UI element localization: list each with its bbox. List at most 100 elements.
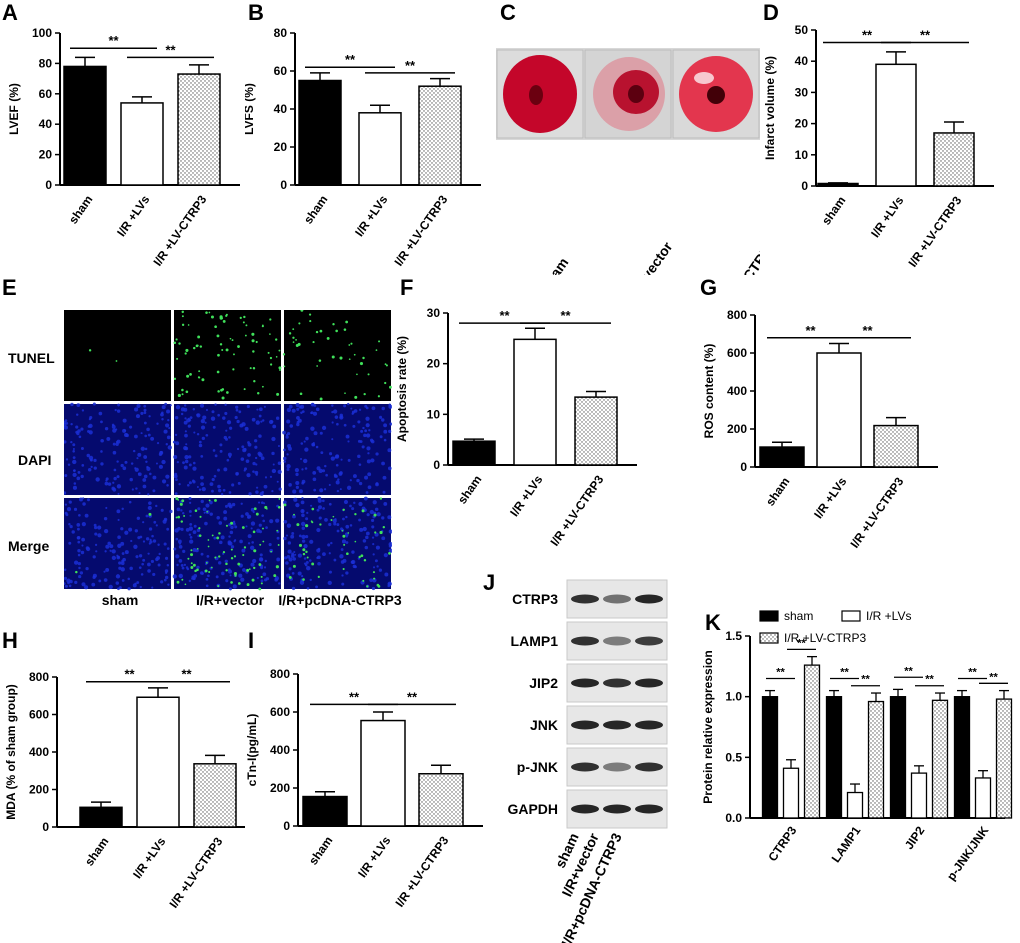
nucleus-dot — [118, 586, 122, 590]
significance-mark: ** — [861, 674, 870, 686]
nucleus-dot — [69, 579, 73, 584]
tunel-dot — [251, 332, 255, 336]
tunel-dot — [190, 562, 193, 565]
nucleus-dot — [379, 435, 383, 439]
nucleus-dot — [76, 476, 81, 481]
nucleus-dot — [185, 443, 188, 446]
nucleus-dot — [73, 482, 77, 485]
nucleus-dot — [183, 404, 187, 407]
nucleus-dot — [365, 423, 370, 428]
nucleus-dot — [289, 424, 294, 428]
tunel-dot — [225, 348, 229, 352]
nucleus-dot — [129, 566, 133, 571]
nucleus-dot — [198, 488, 202, 491]
nucleus-dot — [275, 416, 280, 420]
nucleus-dot — [295, 403, 300, 407]
nucleus-dot — [192, 530, 197, 534]
nucleus-dot — [160, 580, 164, 584]
panel-c-label-ir-pcdna: I/R+pcDNA-CTRP3 — [695, 236, 760, 275]
nucleus-dot — [358, 408, 362, 411]
bar-i-r-lvs — [360, 719, 406, 827]
nucleus-dot — [240, 502, 243, 505]
nucleus-dot — [134, 529, 138, 533]
legend-swatch — [759, 632, 779, 644]
tunel-dot — [360, 554, 364, 558]
tunel-dot — [300, 310, 304, 312]
nucleus-dot — [116, 460, 119, 463]
blot-band — [571, 804, 599, 814]
tunel-dot — [348, 358, 351, 361]
nucleus-dot — [292, 489, 297, 494]
nucleus-dot — [205, 577, 209, 581]
nucleus-dot — [288, 557, 293, 562]
nucleus-dot — [366, 446, 371, 451]
nucleus-dot — [287, 549, 292, 554]
tunel-dot — [220, 388, 223, 392]
tunel-dot — [176, 580, 180, 584]
nucleus-dot — [275, 518, 280, 523]
nucleus-dot — [131, 488, 134, 491]
y-tick-label: 30 — [427, 306, 441, 320]
x-tick-label: I/R +LVs — [811, 474, 849, 521]
nucleus-dot — [286, 464, 291, 469]
legend-swatch — [841, 610, 861, 622]
nucleus-dot — [351, 550, 355, 554]
nucleus-dot — [388, 529, 392, 534]
y-axis-label: Apoptosis rate (%) — [395, 336, 409, 442]
nucleus-dot — [220, 492, 224, 496]
tunel-dot — [208, 570, 211, 573]
nucleus-dot — [343, 423, 347, 427]
y-tick-label: 20 — [427, 357, 441, 371]
nucleus-dot — [65, 458, 69, 461]
chart-d-infarct-volume: 0 10 20 30 40 50 Infarct volume (%) sham I/R +LV… — [763, 23, 994, 270]
nucleus-dot — [140, 446, 145, 451]
nucleus-dot — [112, 450, 117, 455]
nucleus-dot — [111, 423, 115, 427]
nucleus-dot — [381, 461, 385, 466]
nucleus-dot — [345, 541, 349, 544]
tunel-dot — [210, 315, 214, 319]
tunel-dot — [194, 509, 198, 512]
nucleus-dot — [330, 456, 335, 461]
nucleus-dot — [328, 552, 331, 555]
nucleus-dot — [100, 450, 103, 453]
nucleus-dot — [180, 527, 184, 531]
tunel-dot — [292, 341, 295, 343]
y-axis-label: MDA (% of sham group) — [4, 684, 18, 820]
tunel-dot — [148, 512, 152, 516]
nucleus-dot — [68, 523, 71, 526]
nucleus-dot — [316, 556, 319, 559]
nucleus-dot — [262, 572, 267, 577]
nucleus-dot — [260, 501, 264, 505]
nucleus-dot — [298, 534, 302, 538]
nucleus-dot — [301, 410, 305, 413]
nucleus-dot — [202, 415, 207, 420]
x-tick-label: I/R +LVs — [130, 834, 168, 881]
nucleus-dot — [159, 450, 164, 455]
tunel-dot — [288, 576, 292, 579]
nucleus-dot — [336, 529, 340, 533]
nucleus-dot — [147, 569, 151, 573]
nucleus-dot — [136, 516, 141, 520]
tunel-dot — [379, 530, 383, 535]
tunel-dot — [358, 555, 361, 559]
blot-band — [635, 678, 663, 688]
blot-label-lamp1: LAMP1 — [511, 633, 559, 649]
row-label-dapi: DAPI — [18, 452, 52, 468]
tunel-dot — [243, 315, 246, 319]
tunel-dot — [225, 314, 228, 317]
nucleus-dot — [242, 448, 247, 453]
tunel-dot — [361, 509, 365, 513]
tunel-dot — [207, 539, 210, 541]
y-tick-label: 0 — [433, 458, 440, 472]
nucleus-dot — [182, 461, 185, 465]
nucleus-dot — [333, 522, 337, 526]
y-tick-label: 30 — [795, 85, 809, 99]
tunel-dot — [243, 546, 247, 549]
tunel-dot — [262, 540, 265, 543]
nucleus-dot — [367, 452, 370, 455]
nucleus-dot — [331, 438, 334, 441]
nucleus-dot — [76, 527, 80, 531]
nucleus-dot — [128, 500, 132, 504]
tunel-dot — [252, 530, 256, 534]
